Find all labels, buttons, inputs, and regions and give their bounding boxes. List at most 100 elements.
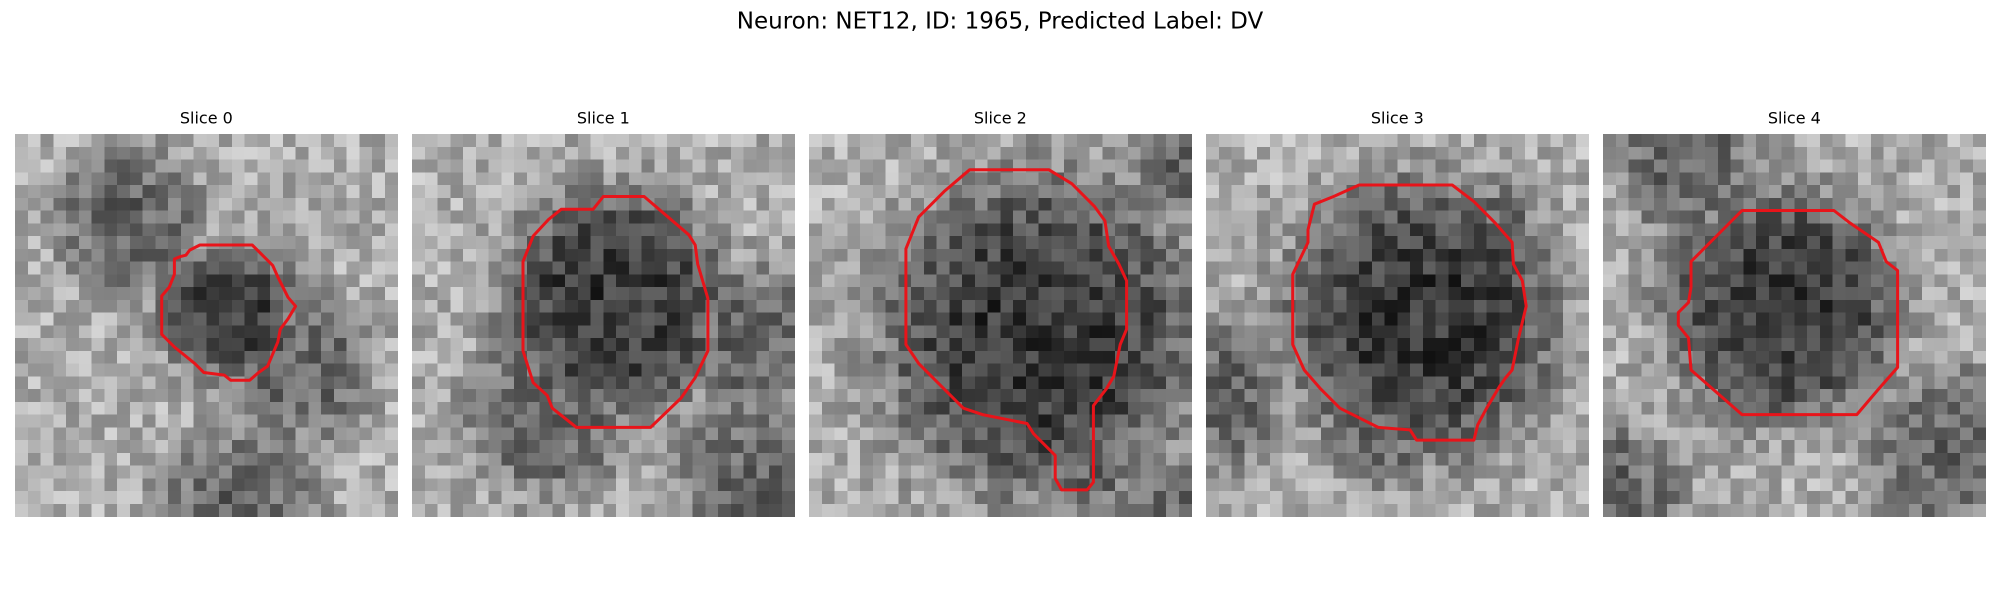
image-pixel — [1410, 389, 1424, 403]
image-pixel — [769, 350, 783, 365]
image-pixel — [104, 363, 118, 377]
image-pixel — [1692, 197, 1706, 212]
image-pixel — [1384, 134, 1398, 148]
image-pixel — [1269, 197, 1284, 212]
image-pixel — [1127, 236, 1142, 250]
image-pixel — [424, 146, 439, 161]
image-pixel — [1960, 389, 1974, 403]
image-pixel — [1550, 401, 1564, 416]
image-pixel — [1679, 134, 1693, 148]
image-pixel — [1870, 223, 1885, 237]
image-pixel — [488, 197, 502, 212]
image-pixel — [180, 427, 195, 441]
image-pixel — [1025, 503, 1040, 518]
image-pixel — [1257, 440, 1271, 454]
image-pixel — [1705, 223, 1719, 237]
image-pixel — [1384, 338, 1398, 352]
image-pixel — [78, 503, 93, 518]
image-pixel — [1717, 427, 1732, 441]
image-pixel — [219, 223, 233, 237]
image-pixel — [1076, 440, 1091, 454]
image-pixel — [155, 274, 169, 288]
image-pixel — [590, 440, 604, 454]
image-pixel — [1166, 363, 1180, 377]
image-pixel — [244, 363, 258, 377]
image-pixel — [180, 465, 195, 479]
image-pixel — [282, 236, 297, 250]
image-pixel — [308, 223, 322, 237]
image-pixel — [743, 414, 757, 428]
image-pixel — [66, 389, 80, 403]
image-pixel — [1743, 414, 1757, 428]
image-pixel — [834, 389, 848, 403]
image-pixel — [308, 478, 322, 492]
image-pixel — [1628, 197, 1642, 212]
image-pixel — [463, 287, 477, 301]
image-pixel — [834, 440, 848, 454]
image-pixel — [526, 414, 541, 428]
image-pixel — [180, 172, 195, 186]
image-pixel — [1089, 134, 1103, 148]
image-pixel — [1832, 503, 1846, 518]
image-pixel — [1947, 261, 1961, 275]
image-pixel — [885, 210, 899, 224]
image-pixel — [463, 389, 477, 403]
image-pixel — [1244, 185, 1258, 199]
image-pixel — [1410, 363, 1424, 377]
image-pixel — [577, 440, 592, 454]
image-pixel — [1244, 465, 1258, 479]
image-pixel — [1832, 274, 1846, 288]
image-pixel — [1153, 312, 1167, 326]
image-pixel — [1730, 478, 1744, 492]
image-pixel — [282, 376, 297, 390]
image-pixel — [1269, 287, 1284, 301]
image-pixel — [885, 338, 899, 352]
image-pixel — [1486, 261, 1500, 275]
image-pixel — [1051, 465, 1065, 479]
image-pixel — [219, 185, 233, 199]
image-pixel — [565, 261, 579, 275]
image-pixel — [1371, 376, 1386, 390]
image-pixel — [1013, 427, 1027, 441]
image-pixel — [1730, 172, 1744, 186]
slice-title: Slice 1 — [577, 109, 630, 128]
image-pixel — [1461, 338, 1475, 352]
image-pixel — [437, 338, 451, 352]
image-pixel — [346, 338, 360, 352]
image-pixel — [168, 287, 182, 301]
image-pixel — [308, 248, 322, 263]
image-pixel — [346, 414, 360, 428]
image-pixel — [450, 376, 464, 390]
image-pixel — [1140, 261, 1154, 275]
image-pixel — [1537, 338, 1551, 352]
image-pixel — [91, 350, 105, 365]
image-pixel — [1435, 338, 1449, 352]
image-pixel — [1166, 210, 1180, 224]
image-pixel — [1448, 465, 1462, 479]
image-pixel — [1794, 223, 1808, 237]
image-pixel — [1883, 274, 1897, 288]
image-pixel — [1896, 197, 1910, 212]
image-pixel — [911, 261, 925, 275]
image-pixel — [987, 452, 1001, 467]
image-pixel — [1575, 503, 1590, 518]
image-pixel — [1166, 134, 1180, 148]
image-pixel — [104, 299, 118, 314]
image-pixel — [1115, 312, 1129, 326]
image-pixel — [1218, 376, 1233, 390]
image-pixel — [885, 376, 899, 390]
image-pixel — [1794, 503, 1808, 518]
image-pixel — [781, 159, 796, 173]
image-pixel — [834, 134, 848, 148]
image-pixel — [1537, 248, 1551, 263]
image-pixel — [1359, 325, 1373, 339]
image-pixel — [1244, 401, 1258, 416]
image-pixel — [295, 223, 309, 237]
image-pixel — [1550, 248, 1564, 263]
image-pixel — [1832, 338, 1846, 352]
image-pixel — [1025, 363, 1040, 377]
image-pixel — [129, 236, 144, 250]
image-pixel — [1064, 134, 1078, 148]
image-pixel — [1320, 223, 1335, 237]
image-pixel — [756, 350, 770, 365]
